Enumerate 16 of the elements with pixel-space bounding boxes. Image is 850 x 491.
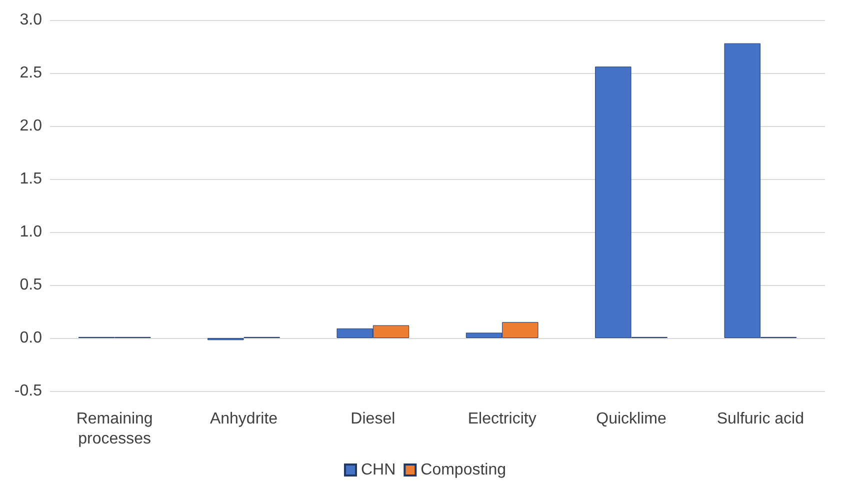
x-tick-label: Remaining processes xyxy=(76,410,153,448)
y-tick-label: 2.5 xyxy=(20,64,42,82)
y-tick-label: 1.5 xyxy=(20,170,42,188)
legend-label: Composting xyxy=(420,462,506,478)
x-tick-label: Diesel xyxy=(350,410,396,428)
y-tick-label: -0.5 xyxy=(14,382,42,400)
y-tick-label: 1.0 xyxy=(20,224,42,240)
y-tick-label: 2.0 xyxy=(20,118,42,134)
x-tick-label: Anhydrite xyxy=(210,410,278,428)
x-tick-label: Quicklime xyxy=(596,410,666,428)
x-tick-label: Sulfuric acid xyxy=(716,410,804,428)
y-tick-label: 0.0 xyxy=(20,330,42,346)
legend-label: CHN xyxy=(360,462,396,478)
y-tick-label: 0.5 xyxy=(20,276,42,294)
x-tick-label: Electricity xyxy=(468,410,536,428)
y-tick-label: 3.0 xyxy=(20,12,42,28)
